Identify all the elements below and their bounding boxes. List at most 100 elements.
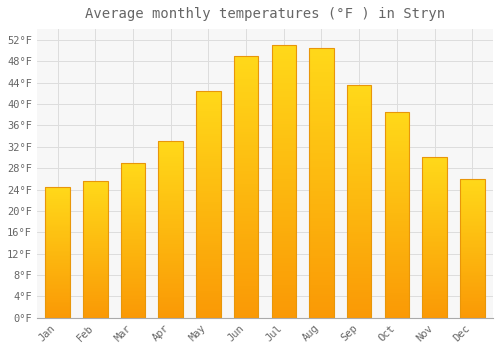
Bar xyxy=(46,212,70,213)
Bar xyxy=(384,141,409,143)
Bar xyxy=(309,275,334,277)
Bar xyxy=(422,308,447,310)
Bar xyxy=(384,161,409,163)
Bar xyxy=(422,196,447,197)
Bar xyxy=(422,273,447,274)
Bar xyxy=(309,83,334,86)
Bar xyxy=(422,254,447,255)
Bar xyxy=(83,267,108,269)
Bar xyxy=(309,107,334,110)
Bar xyxy=(460,259,484,261)
Bar xyxy=(234,168,258,171)
Bar xyxy=(384,275,409,277)
Bar xyxy=(309,153,334,156)
Bar xyxy=(46,316,70,318)
Bar xyxy=(309,150,334,153)
Bar xyxy=(83,289,108,290)
Bar xyxy=(309,207,334,210)
Bar xyxy=(120,226,145,228)
Bar xyxy=(196,293,220,295)
Bar xyxy=(309,169,334,172)
Bar xyxy=(460,282,484,283)
Bar xyxy=(46,197,70,198)
Bar xyxy=(347,209,372,211)
Bar xyxy=(234,216,258,218)
Bar xyxy=(460,305,484,307)
Bar xyxy=(83,292,108,293)
Bar xyxy=(272,214,296,217)
Bar xyxy=(272,116,296,119)
Bar xyxy=(347,262,372,264)
Bar xyxy=(384,283,409,285)
Bar xyxy=(120,316,145,318)
Bar xyxy=(83,229,108,231)
Bar xyxy=(384,258,409,260)
Bar xyxy=(158,189,183,191)
Bar xyxy=(234,145,258,147)
Bar xyxy=(83,306,108,307)
Bar xyxy=(272,282,296,285)
Bar xyxy=(422,316,447,318)
Bar xyxy=(272,290,296,293)
Bar xyxy=(309,218,334,220)
Bar xyxy=(309,56,334,58)
Bar xyxy=(46,229,70,230)
Bar xyxy=(422,292,447,294)
Bar xyxy=(120,223,145,225)
Bar xyxy=(422,239,447,241)
Bar xyxy=(120,181,145,183)
Bar xyxy=(460,287,484,289)
Bar xyxy=(309,164,334,167)
Bar xyxy=(46,240,70,242)
Bar xyxy=(120,292,145,293)
Bar xyxy=(234,161,258,163)
Bar xyxy=(422,180,447,182)
Bar xyxy=(120,304,145,306)
Bar xyxy=(460,283,484,285)
Bar xyxy=(309,156,334,159)
Bar xyxy=(46,292,70,293)
Bar xyxy=(120,242,145,243)
Bar xyxy=(120,194,145,195)
Bar xyxy=(347,155,372,158)
Bar xyxy=(234,163,258,166)
Bar xyxy=(309,161,334,164)
Bar xyxy=(234,85,258,87)
Bar xyxy=(422,204,447,205)
Bar xyxy=(120,189,145,191)
Bar xyxy=(196,270,220,272)
Bar xyxy=(234,234,258,237)
Bar xyxy=(347,316,372,318)
Bar xyxy=(422,223,447,225)
Bar xyxy=(83,209,108,210)
Bar xyxy=(196,286,220,288)
Bar xyxy=(158,235,183,237)
Bar xyxy=(272,143,296,146)
Bar xyxy=(422,257,447,259)
Bar xyxy=(384,163,409,166)
Bar xyxy=(120,163,145,318)
Bar xyxy=(422,246,447,247)
Bar xyxy=(309,175,334,177)
Bar xyxy=(158,217,183,219)
Bar xyxy=(422,193,447,194)
Bar xyxy=(158,240,183,242)
Bar xyxy=(272,97,296,100)
Bar xyxy=(272,313,296,315)
Bar xyxy=(120,237,145,239)
Bar xyxy=(384,221,409,223)
Bar xyxy=(120,212,145,214)
Bar xyxy=(83,214,108,216)
Bar xyxy=(46,301,70,302)
Bar xyxy=(460,190,484,191)
Bar xyxy=(234,134,258,137)
Bar xyxy=(120,293,145,295)
Bar xyxy=(234,247,258,250)
Bar xyxy=(120,208,145,209)
Bar xyxy=(309,86,334,88)
Bar xyxy=(234,106,258,108)
Bar xyxy=(309,126,334,129)
Bar xyxy=(309,105,334,107)
Bar xyxy=(309,102,334,105)
Bar xyxy=(460,191,484,193)
